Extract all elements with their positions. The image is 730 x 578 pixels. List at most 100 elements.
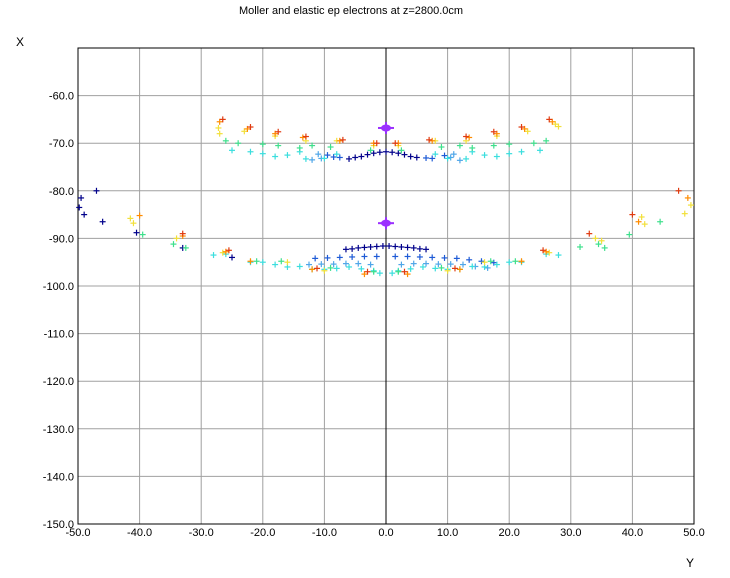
- data-point: [373, 253, 380, 260]
- data-point: [490, 259, 497, 266]
- data-point: [635, 218, 642, 225]
- data-point: [432, 151, 439, 158]
- data-point: [407, 265, 414, 272]
- data-point: [370, 150, 377, 157]
- data-point: [364, 151, 371, 158]
- x-tick-label: 20.0: [498, 527, 519, 539]
- data-point: [327, 264, 334, 271]
- data-point: [139, 231, 146, 238]
- data-point: [441, 152, 448, 159]
- data-point: [389, 149, 396, 156]
- data-point: [312, 255, 319, 262]
- data-point: [272, 153, 279, 160]
- data-point: [555, 123, 562, 130]
- data-point: [401, 268, 408, 275]
- data-point: [469, 263, 476, 270]
- data-point: [225, 247, 232, 254]
- y-tick-label: -60.0: [49, 91, 74, 103]
- data-point: [429, 137, 436, 144]
- data-point: [392, 243, 399, 250]
- data-point: [373, 243, 380, 250]
- tick-labels: -50.0 -40.0 -30.0 -20.0 -10.0 0.0 10.0 20.0 30.0…: [43, 91, 705, 539]
- y-tick-label: -140.0: [43, 471, 74, 483]
- data-point: [247, 258, 254, 265]
- data-point: [78, 194, 85, 201]
- data-point: [222, 137, 229, 144]
- data-point: [595, 241, 602, 248]
- data-point: [272, 261, 279, 268]
- data-point: [210, 252, 217, 259]
- data-point: [342, 260, 349, 267]
- data-point: [275, 128, 282, 135]
- data-point: [684, 194, 691, 201]
- data-point: [358, 265, 365, 272]
- data-point: [376, 270, 383, 277]
- y-tick-label: -110.0: [44, 329, 74, 341]
- data-point: [327, 144, 334, 151]
- data-point: [367, 243, 374, 250]
- data-point: [136, 212, 143, 219]
- y-tick-label: -70.0: [49, 138, 74, 150]
- data-point: [456, 266, 463, 273]
- data-point: [456, 157, 463, 164]
- data-point: [278, 258, 285, 265]
- data-point: [127, 215, 134, 222]
- data-point: [259, 259, 266, 266]
- y-tick-label: -90.0: [49, 233, 74, 245]
- data-point: [306, 261, 312, 268]
- data-point: [441, 254, 448, 261]
- data-point: [555, 252, 562, 259]
- data-point: [395, 150, 402, 157]
- x-tick-label: 50.0: [683, 527, 704, 539]
- data-point: [336, 154, 343, 161]
- data-point: [521, 125, 528, 132]
- data-point: [336, 137, 343, 144]
- data-point: [518, 148, 525, 155]
- data-point: [546, 116, 553, 123]
- data-point: [215, 124, 222, 131]
- data-point: [302, 155, 309, 162]
- data-point: [404, 271, 411, 278]
- data-point: [506, 259, 513, 266]
- data-point: [426, 136, 433, 143]
- data-point: [444, 267, 451, 274]
- data-point: [336, 254, 343, 261]
- data-point: [490, 142, 497, 149]
- data-point: [407, 153, 414, 160]
- data-point: [601, 244, 608, 251]
- data-point: [333, 151, 340, 158]
- data-point: [330, 261, 337, 268]
- data-point: [321, 155, 328, 162]
- data-point: [435, 261, 442, 268]
- data-point: [549, 118, 556, 125]
- data-point: [170, 241, 177, 248]
- data-point: [361, 253, 368, 260]
- data-point: [463, 155, 470, 162]
- x-tick-label: 30.0: [560, 527, 581, 539]
- data-point: [99, 218, 106, 225]
- data-point: [81, 211, 88, 218]
- data-point: [244, 125, 251, 132]
- data-point: [324, 152, 331, 159]
- data-point: [299, 134, 306, 141]
- data-point: [469, 144, 476, 151]
- data-point: [432, 265, 439, 272]
- data-point: [216, 118, 223, 125]
- data-point: [349, 253, 356, 260]
- data-point: [229, 254, 235, 261]
- data-point: [416, 253, 423, 260]
- data-point: [309, 142, 316, 149]
- data-point: [253, 258, 260, 265]
- data-point: [506, 141, 513, 148]
- data-point: [423, 154, 430, 161]
- data-point: [386, 243, 393, 250]
- x-tick-label: 40.0: [622, 527, 643, 539]
- data-point: [76, 204, 83, 211]
- data-point: [398, 261, 405, 268]
- data-point: [447, 154, 454, 161]
- y-tick-label: -120.0: [43, 376, 74, 388]
- y-axis-label: X: [16, 35, 24, 49]
- y-tick-label: -150.0: [43, 519, 74, 531]
- data-point: [466, 256, 473, 263]
- data-point: [410, 244, 417, 251]
